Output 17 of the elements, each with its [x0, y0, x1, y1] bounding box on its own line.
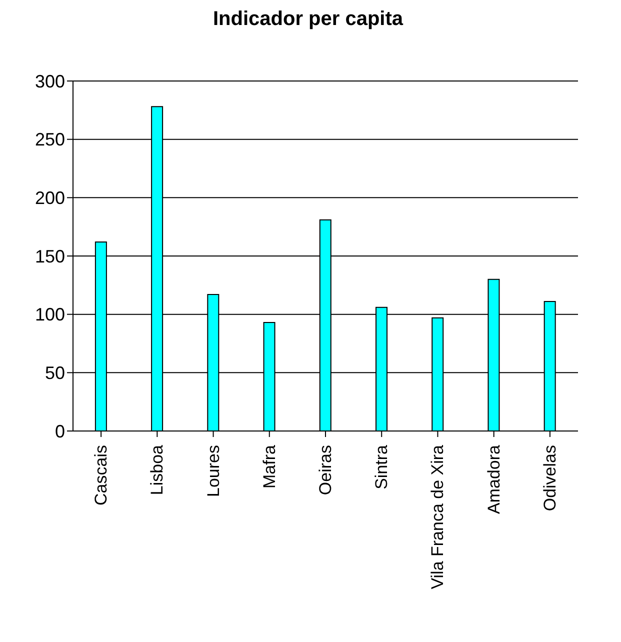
x-tick-label: Vila Franca de Xira	[428, 444, 448, 590]
x-tick-label: Loures	[204, 445, 223, 497]
x-tick-label: Mafra	[260, 444, 279, 488]
chart-title: Indicador per capita	[212, 8, 404, 31]
y-tick-label: 300	[34, 71, 65, 92]
x-tick-label: Sintra	[372, 444, 392, 490]
x-tick-label: Cascais	[92, 445, 111, 506]
x-tick-label: Odivelas	[540, 445, 560, 512]
x-tick-label: Lisboa	[148, 444, 167, 496]
x-tick-label: Oeiras	[316, 445, 335, 496]
y-tick-label: 250	[34, 130, 65, 150]
y-tick-label: 0	[54, 421, 65, 442]
y-tick-label: 50	[44, 363, 65, 384]
y-tick-label: 100	[34, 304, 65, 325]
y-tick-label: 150	[34, 246, 65, 266]
y-tick-label: 200	[34, 188, 65, 208]
x-tick-label: Amadora	[484, 444, 504, 514]
